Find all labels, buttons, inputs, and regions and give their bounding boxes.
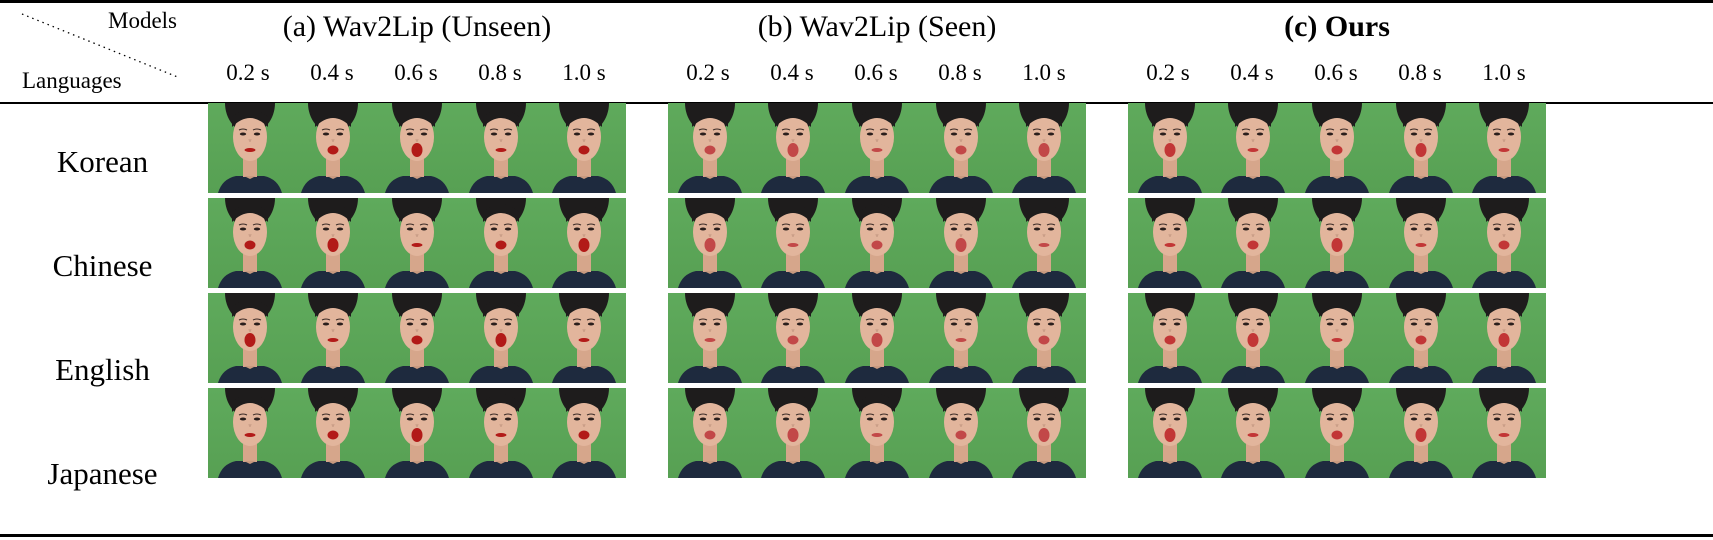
talking-head-woman-frame xyxy=(1295,388,1379,478)
talking-head-woman-frame xyxy=(1378,103,1463,193)
talking-head-woman-frame xyxy=(1128,103,1212,193)
frame-strip-unseen-japanese xyxy=(208,388,626,478)
time-label-unseen-0: 0.2 s xyxy=(226,60,270,85)
talking-head-woman-frame xyxy=(835,103,919,193)
time-label-seen-3: 0.8 s xyxy=(938,60,982,85)
talking-head-woman-frame xyxy=(751,198,836,288)
talking-head-woman-frame xyxy=(835,198,919,288)
talking-head-woman-frame xyxy=(1295,103,1379,193)
time-label-seen-2: 0.6 s xyxy=(854,60,898,85)
talking-head-woman-frame xyxy=(375,103,459,193)
frame-strip-seen-korean xyxy=(668,103,1086,193)
time-label-unseen-4: 1.0 s xyxy=(562,60,606,85)
time-label-seen-0: 0.2 s xyxy=(686,60,730,85)
talking-head-woman-frame xyxy=(1462,293,1546,383)
talking-head-woman-frame xyxy=(375,293,459,383)
talking-head-woman-frame xyxy=(1211,293,1296,383)
time-label-unseen-1: 0.4 s xyxy=(310,60,354,85)
frame-strip-seen-japanese xyxy=(668,388,1086,478)
model-title-ours: (c) Ours xyxy=(1284,10,1390,43)
frame-strip-unseen-korean xyxy=(208,103,626,193)
talking-head-woman-frame xyxy=(751,293,836,383)
talking-head-woman-frame xyxy=(375,388,459,478)
time-label-ours-1: 0.4 s xyxy=(1230,60,1274,85)
talking-head-woman-frame xyxy=(1295,198,1379,288)
corner-models-label: Models xyxy=(108,8,177,33)
model-title-wav2lip-seen: (b) Wav2Lip (Seen) xyxy=(757,10,997,43)
talking-head-woman-frame xyxy=(291,103,376,193)
talking-head-woman-frame xyxy=(835,388,919,478)
frame-strip-ours-chinese xyxy=(1128,198,1546,288)
talking-head-woman-frame xyxy=(668,198,752,288)
time-label-ours-2: 0.6 s xyxy=(1314,60,1358,85)
time-label-seen-4: 1.0 s xyxy=(1022,60,1066,85)
talking-head-woman-frame xyxy=(1211,198,1296,288)
talking-head-woman-frame xyxy=(1002,103,1086,193)
time-label-unseen-3: 0.8 s xyxy=(478,60,522,85)
row-label-korean: Korean xyxy=(56,144,149,179)
talking-head-woman-frame xyxy=(208,293,292,383)
talking-head-woman-frame xyxy=(835,293,919,383)
corner-diagonal-line xyxy=(21,13,181,79)
talking-head-woman-frame xyxy=(751,103,836,193)
talking-head-woman-frame xyxy=(1002,388,1086,478)
talking-head-woman-frame xyxy=(1128,198,1212,288)
talking-head-woman-frame xyxy=(375,198,459,288)
corner-languages-label: Languages xyxy=(22,68,122,93)
talking-head-woman-frame xyxy=(1211,103,1296,193)
talking-head-woman-frame xyxy=(918,103,1003,193)
talking-head-woman-frame xyxy=(918,198,1003,288)
talking-head-woman-frame xyxy=(1462,388,1546,478)
frame-strip-unseen-english xyxy=(208,293,626,383)
time-label-ours-0: 0.2 s xyxy=(1146,60,1190,85)
time-label-ours-3: 0.8 s xyxy=(1398,60,1442,85)
talking-head-woman-frame xyxy=(208,103,292,193)
talking-head-woman-frame xyxy=(918,293,1003,383)
row-label-english: English xyxy=(55,352,150,387)
talking-head-woman-frame xyxy=(1128,293,1212,383)
talking-head-woman-frame xyxy=(1462,198,1546,288)
top-rule xyxy=(0,0,1713,3)
talking-head-woman-frame xyxy=(668,293,752,383)
talking-head-woman-frame xyxy=(291,293,376,383)
time-label-seen-1: 0.4 s xyxy=(770,60,814,85)
talking-head-woman-frame xyxy=(542,103,626,193)
talking-head-woman-frame xyxy=(291,198,376,288)
frame-strip-seen-english xyxy=(668,293,1086,383)
talking-head-woman-frame xyxy=(291,388,376,478)
talking-head-woman-frame xyxy=(918,388,1003,478)
frame-strip-seen-chinese xyxy=(668,198,1086,288)
time-label-ours-4: 1.0 s xyxy=(1482,60,1526,85)
frame-strip-ours-korean xyxy=(1128,103,1546,193)
talking-head-woman-frame xyxy=(458,293,543,383)
talking-head-woman-frame xyxy=(668,388,752,478)
talking-head-woman-frame xyxy=(751,388,836,478)
bottom-rule xyxy=(0,534,1713,537)
frame-strip-ours-english xyxy=(1128,293,1546,383)
talking-head-woman-frame xyxy=(1378,293,1463,383)
talking-head-woman-frame xyxy=(1002,293,1086,383)
frame-strip-unseen-chinese xyxy=(208,198,626,288)
talking-head-woman-frame xyxy=(542,293,626,383)
talking-head-woman-frame xyxy=(1002,198,1086,288)
talking-head-woman-frame xyxy=(1295,293,1379,383)
talking-head-woman-frame xyxy=(1128,388,1212,478)
model-title-wav2lip-unseen: (a) Wav2Lip (Unseen) xyxy=(282,10,552,43)
talking-head-woman-frame xyxy=(1378,388,1463,478)
talking-head-woman-frame xyxy=(1211,388,1296,478)
row-label-japanese: Japanese xyxy=(47,456,158,491)
frame-strip-ours-japanese xyxy=(1128,388,1546,478)
talking-head-woman-frame xyxy=(208,198,292,288)
talking-head-woman-frame xyxy=(458,198,543,288)
row-label-chinese: Chinese xyxy=(52,248,153,283)
talking-head-woman-frame xyxy=(208,388,292,478)
talking-head-woman-frame xyxy=(1462,103,1546,193)
time-label-unseen-2: 0.6 s xyxy=(394,60,438,85)
talking-head-woman-frame xyxy=(542,198,626,288)
talking-head-woman-frame xyxy=(1378,198,1463,288)
talking-head-woman-frame xyxy=(542,388,626,478)
talking-head-woman-frame xyxy=(458,103,543,193)
talking-head-woman-frame xyxy=(668,103,752,193)
talking-head-woman-frame xyxy=(458,388,543,478)
